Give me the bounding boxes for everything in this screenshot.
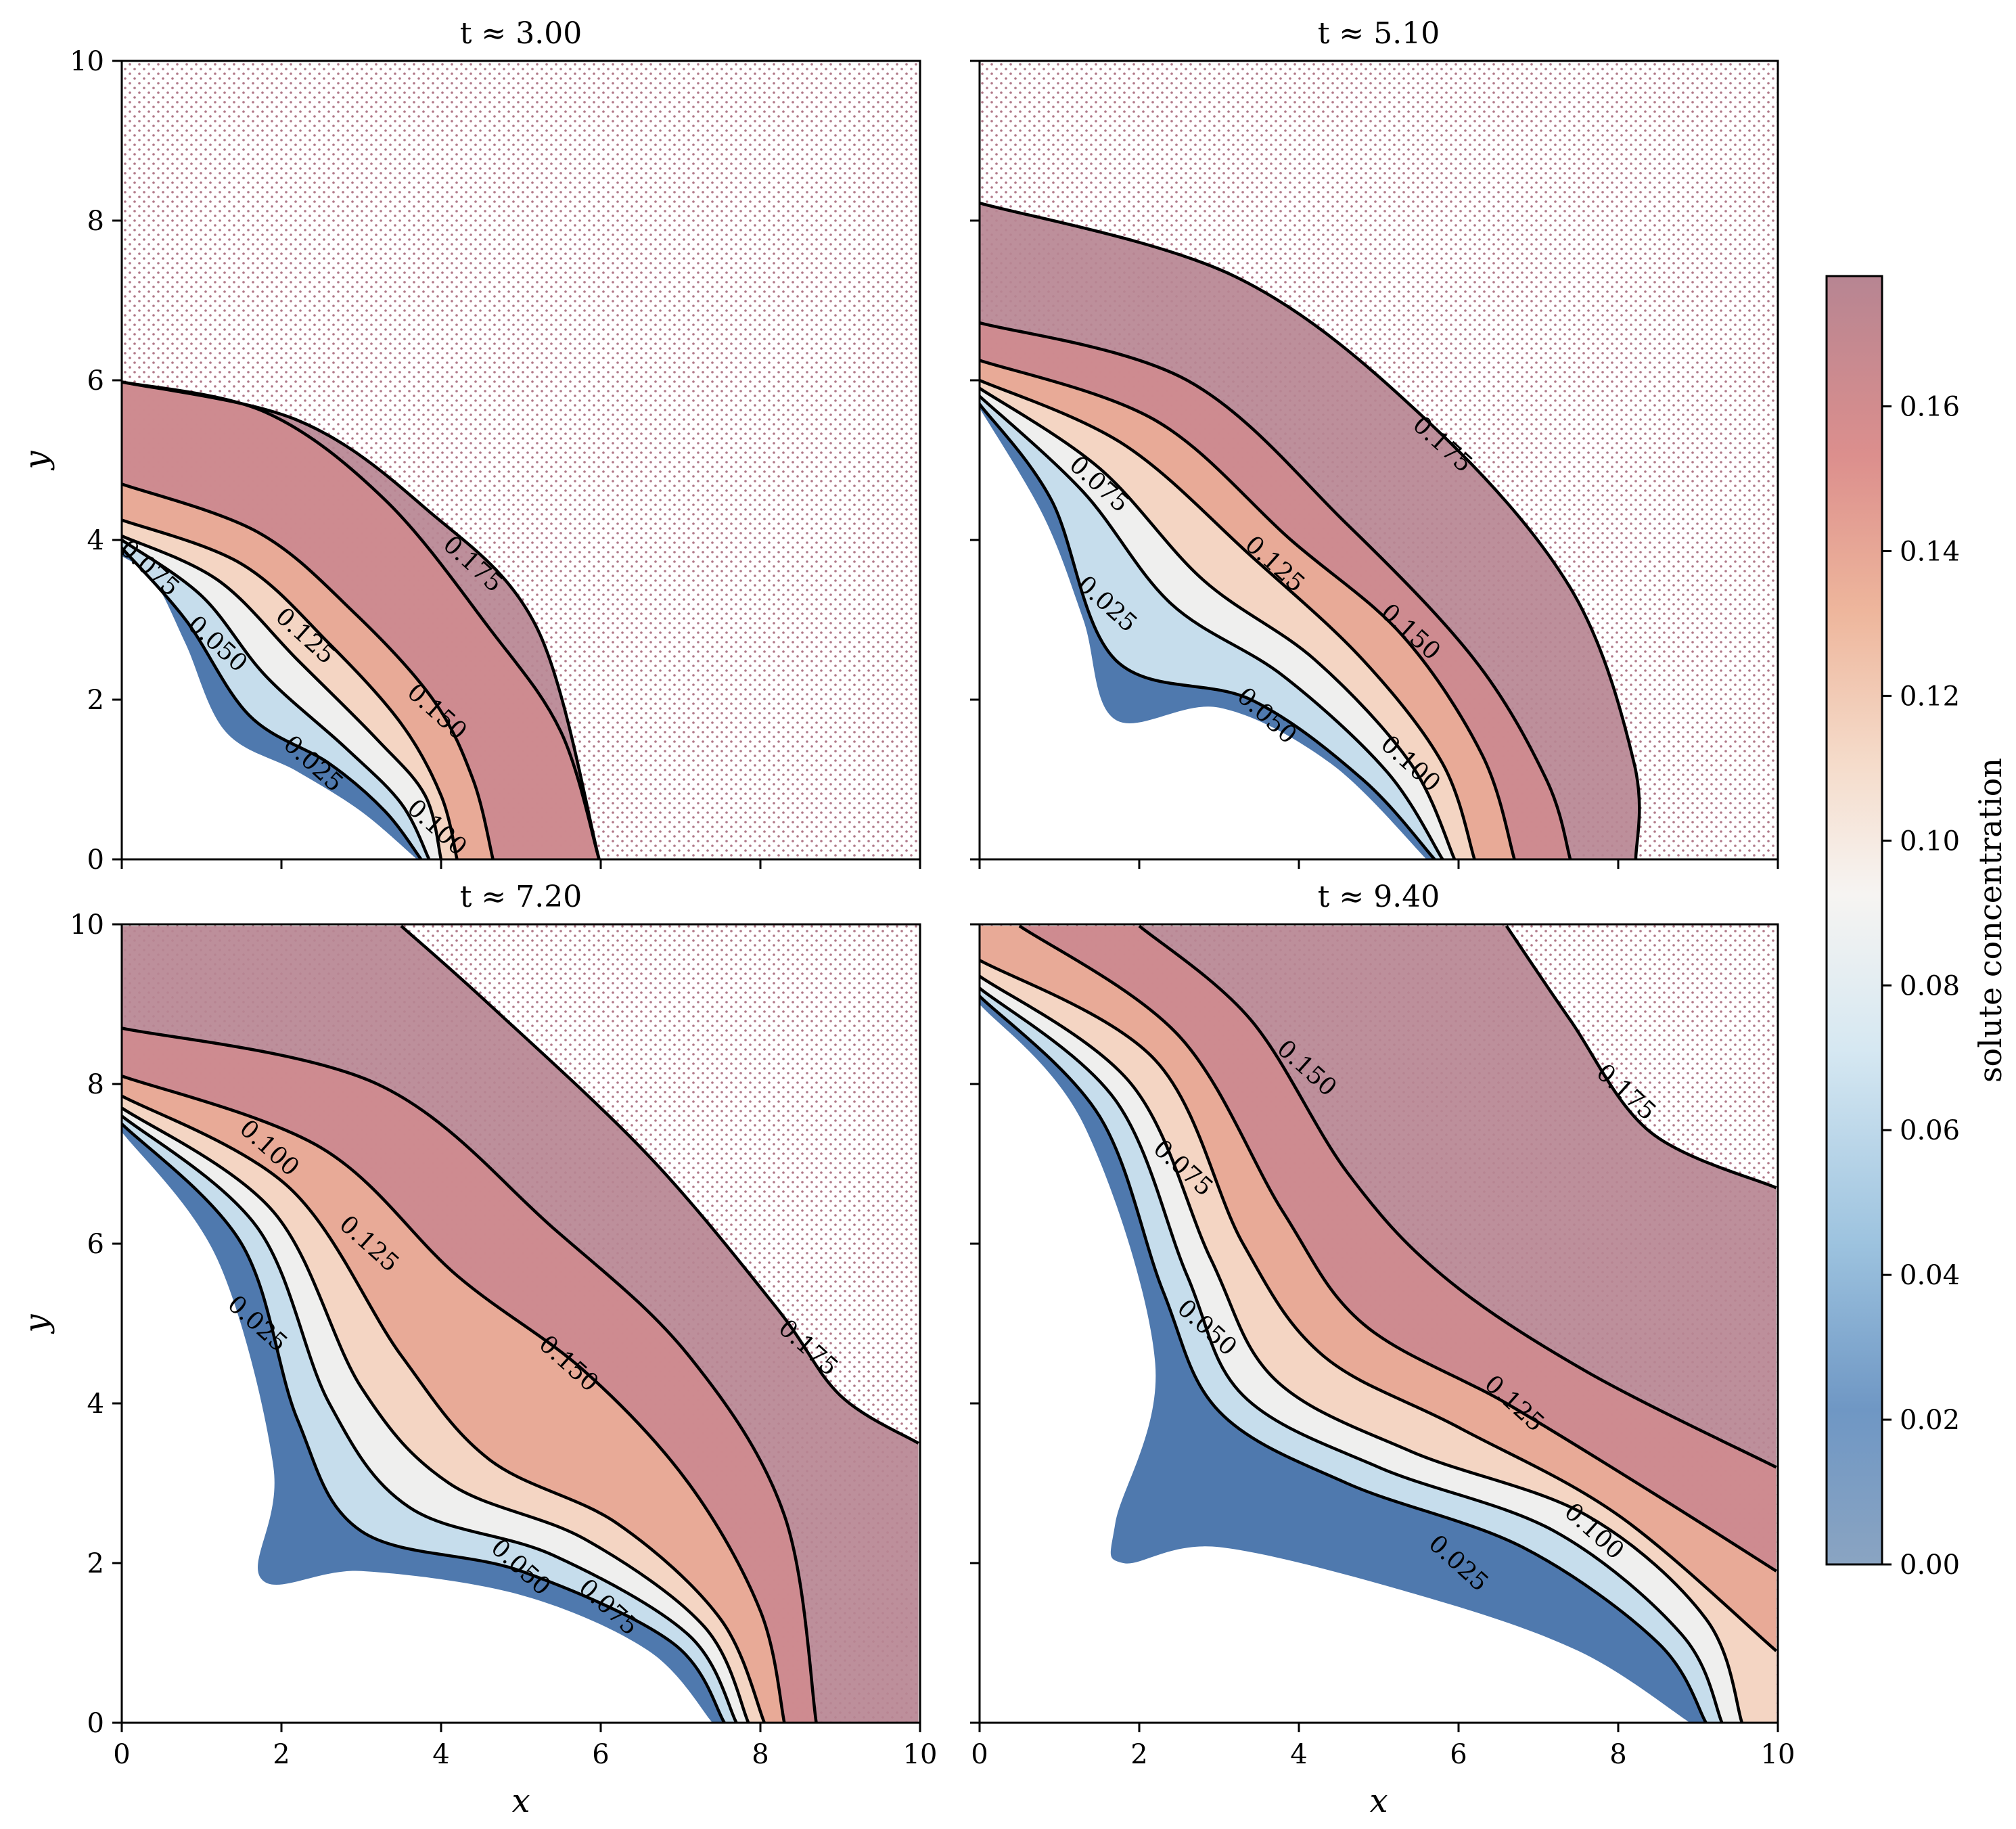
y-tick-label: 4 [87,1388,104,1420]
x-tick-label: 10 [903,1739,938,1770]
contour-line-0.025 [122,1123,726,1723]
x-axis-label-t720: x [511,1782,530,1820]
void-region [980,408,1427,859]
contour-line-0.075 [122,1106,750,1723]
axes-frame-t300 [120,60,921,861]
void-region [122,1131,713,1723]
depleted-region [122,1124,725,1723]
contour-line-0.125 [122,1075,786,1723]
contour-line-0.125 [980,359,1516,859]
colorbar-tick-label: 0.02 [1900,1405,1960,1436]
contour-line-0.150 [1138,924,1777,1469]
x-tick-label: 4 [432,1739,449,1770]
contour-line-0.025 [980,995,1708,1723]
contour-line-0.075 [980,386,1457,859]
colorbar-tick-label: 0.04 [1900,1260,1960,1291]
ticks-t510 [970,60,1779,869]
colorbar-tick-label: 0.10 [1900,826,1960,857]
axes-frame-t510 [978,60,1779,861]
contour-line-0.175 [400,924,919,1445]
panel-title-t720: t ≈ 7.20 [460,880,582,914]
contour-line-0.125 [122,482,495,859]
colorbar-tick-label: 0.12 [1900,681,1960,712]
x-tick-label: 2 [1130,1739,1147,1770]
colorbar-tick-label: 0.14 [1900,536,1960,567]
y-tick-label: 0 [87,1708,104,1739]
panel-t300: t ≈ 3.00 0.0250.0500.0750.1000.1250.1500… [18,16,921,876]
contour-line-0.100 [122,518,459,859]
colorbar-tick-label: 0.16 [1900,392,1960,423]
contour-line-0.100 [122,1094,766,1723]
x-tick-label: 0 [971,1739,988,1770]
contour-line-0.050 [980,394,1444,859]
void-region [980,1004,1691,1723]
colorbar-label: solute concentration [1972,758,2009,1083]
contour-line-0.075 [980,974,1744,1723]
x-tick-label: 0 [113,1739,130,1770]
y-tick-label: 2 [87,685,104,716]
axes-frame-t940 [978,923,1779,1724]
contour-line-0.025 [122,547,423,859]
x-tick-label: 8 [752,1739,769,1770]
contour-line-0.050 [122,539,431,859]
colorbar: 0.00 0.02 0.04 0.06 0.08 0.10 0.12 0.14 0.16 sol… [1825,275,2009,1581]
panel-t510: t ≈ 5.10 0.0250.0500.0750.1000.1250.1500… [970,16,1779,869]
y-tick-label: 2 [87,1548,104,1579]
panel-title-t300: t ≈ 3.00 [460,16,582,51]
ticks-t940: 0 2 4 6 8 10 [970,923,1795,1770]
contour-line-0.100 [980,378,1476,859]
x-tick-label: 10 [1761,1739,1795,1770]
y-tick-label: 8 [87,206,104,237]
void-region [122,556,417,859]
contour-line-0.150 [980,321,1572,859]
x-axis-label-t940: x [1369,1782,1388,1820]
contour-line-0.150 [122,1026,818,1723]
contour-line-0.125 [1018,924,1777,1573]
y-tick-label: 10 [70,909,104,941]
x-tick-label: 6 [592,1739,609,1770]
y-axis-label-t720: y [18,1314,55,1334]
y-tick-label: 10 [70,46,104,77]
x-tick-label: 2 [273,1739,290,1770]
x-tick-label: 4 [1290,1739,1307,1770]
panel-title-t940: t ≈ 9.40 [1318,880,1440,914]
colorbar-tick-label: 0.08 [1900,970,1960,1001]
colorbar-tick-label: 0.00 [1900,1550,1960,1581]
contour-line-0.100 [980,959,1778,1652]
concentration-field-t940 [980,926,1777,1723]
x-tick-label: 6 [1450,1739,1467,1770]
ticks-t720: 0 2 4 6 8 10 0 2 4 6 8 10 [70,909,937,1770]
y-tick-label: 0 [87,844,104,876]
contour-line-0.175 [122,380,601,859]
contour-line-0.050 [980,987,1724,1723]
depleted-region [980,996,1706,1723]
colorbar-gradient [1827,276,1882,1564]
ticks-t300: 0 2 4 6 8 10 [70,46,921,876]
y-tick-label: 4 [87,525,104,556]
contour-line-0.175 [1505,925,1777,1190]
colorbar-frame [1825,275,1883,1566]
axes-frame-t720 [120,923,921,1724]
contour-line-0.050 [122,1114,738,1723]
contour-line-0.075 [122,535,443,859]
contour-line-0.175 [980,201,1641,859]
colorbar-ticks: 0.00 0.02 0.04 0.06 0.08 0.10 0.12 0.14 0.16 [1882,392,1960,1581]
y-axis-label-t300: y [18,451,55,471]
y-tick-label: 6 [87,365,104,397]
x-tick-label: 8 [1609,1739,1626,1770]
panel-title-t510: t ≈ 5.10 [1318,16,1440,51]
y-tick-label: 6 [87,1229,104,1260]
contour-line-0.025 [980,403,1436,859]
y-tick-label: 8 [87,1069,104,1100]
colorbar-tick-label: 0.06 [1900,1115,1960,1146]
